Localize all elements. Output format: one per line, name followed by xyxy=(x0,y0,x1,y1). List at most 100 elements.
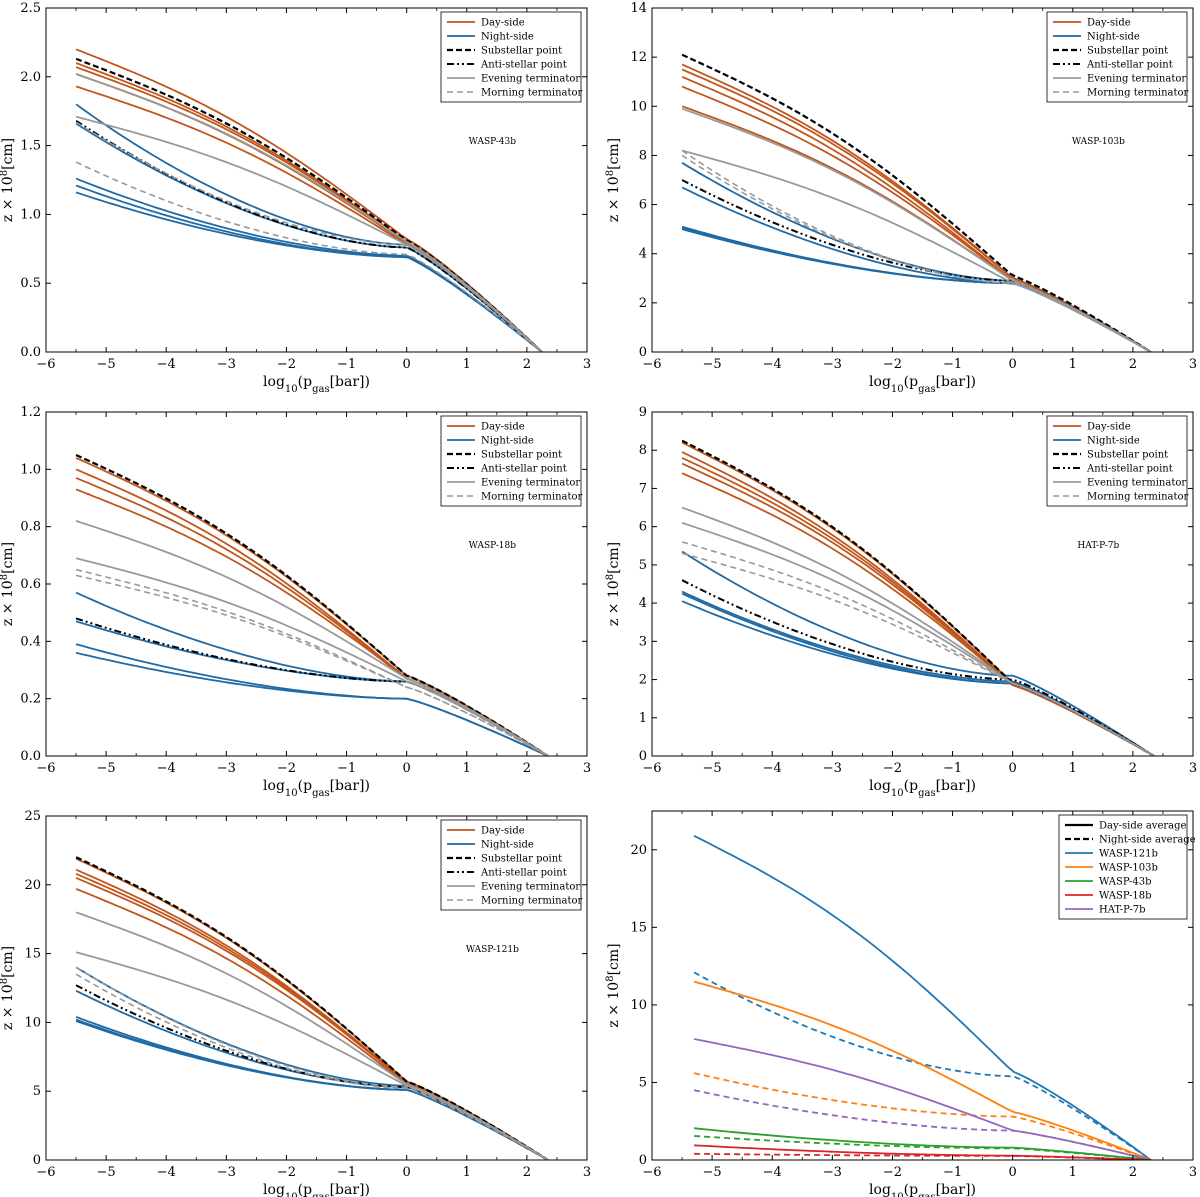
x-tick-label: 1 xyxy=(463,1165,471,1180)
legend-label-substellar-point: Substellar point xyxy=(481,46,562,57)
series-line-hat-p-7b-day-side-average xyxy=(693,1038,1152,1160)
subplot-averages: −6 −5 −4 −3 −2 −1 0 1 2 3 0 5 10 15 20 log10(pgas[bar])… xyxy=(605,810,1197,1197)
y-axis-label: z × 108[cm] xyxy=(605,138,623,222)
y-axis-label: z × 108[cm] xyxy=(0,542,16,626)
x-tick-label: 0 xyxy=(1009,761,1017,776)
series-line-morning-terminator xyxy=(75,966,549,1160)
x-tick-label: −3 xyxy=(823,761,842,776)
series-line-evening-terminator xyxy=(75,951,549,1160)
y-tick-label: 2 xyxy=(639,673,647,688)
legend-label-night-side: Night-side xyxy=(481,840,534,851)
x-tick-label: 0 xyxy=(1009,357,1017,372)
legend-label-day-side: Day-side xyxy=(1087,18,1131,29)
y-tick-label: 20 xyxy=(24,878,41,893)
series-line-wasp-121b-day-side-average xyxy=(693,834,1152,1160)
x-tick-label: 2 xyxy=(523,1165,531,1180)
x-tick-label: 1 xyxy=(1069,1165,1077,1180)
legend-label-morning-terminator: Morning terminator xyxy=(1087,492,1189,503)
series-line-day-side xyxy=(75,62,543,352)
series-line-night-side xyxy=(75,620,549,756)
x-tick-label: 0 xyxy=(1009,1165,1017,1180)
x-tick-label: −1 xyxy=(337,357,356,372)
series-line-night-side xyxy=(75,643,549,756)
x-tick-label: 1 xyxy=(463,357,471,372)
series-line-substellar-point xyxy=(75,57,543,352)
legend-label-night-side: Night-side xyxy=(481,436,534,447)
series-line-anti-stellar-point xyxy=(75,984,549,1160)
legend-box xyxy=(440,415,582,507)
legend: Day-side Night-side Substellar point Anti-s… xyxy=(440,415,583,507)
legend-box xyxy=(440,11,582,103)
series-line-substellar-point xyxy=(75,856,549,1160)
x-tick-label: −6 xyxy=(36,357,55,372)
y-tick-label: 5 xyxy=(33,1084,41,1099)
y-tick-label: 1 xyxy=(639,711,647,726)
x-axis-label: log10(pgas[bar]) xyxy=(263,778,370,799)
x-tick-label: −6 xyxy=(36,761,55,776)
legend-label-wasp-18b: WASP-18b xyxy=(1099,891,1152,902)
y-axis-label: z × 108[cm] xyxy=(605,542,623,626)
y-tick-label: 5 xyxy=(639,558,647,573)
x-tick-label: 0 xyxy=(403,357,411,372)
x-tick-label: −1 xyxy=(337,1165,356,1180)
series-line-anti-stellar-point xyxy=(681,179,1152,352)
series-group xyxy=(75,453,549,756)
series-group xyxy=(681,439,1155,756)
y-tick-label: 3 xyxy=(639,634,647,649)
x-tick-label: −4 xyxy=(763,1165,782,1180)
x-axis-label: log10(pgas[bar]) xyxy=(263,1182,370,1197)
series-line-anti-stellar-point xyxy=(75,119,543,352)
subplot-wasp-18b: −6 −5 −4 −3 −2 −1 0 1 2 3 0.0 0.2 0.4 0.6 0.8 1.0 1.2 log… xyxy=(0,405,591,799)
x-tick-label: 1 xyxy=(1069,761,1077,776)
y-tick-label: 0 xyxy=(639,345,647,360)
x-tick-label: 3 xyxy=(583,761,591,776)
legend-label-night-side: Night-side xyxy=(1087,32,1140,43)
y-tick-label: 0.0 xyxy=(20,345,41,360)
x-tick-label: −4 xyxy=(157,761,176,776)
series-line-morning-terminator xyxy=(681,154,1152,352)
subplot-wasp-103b: −6 −5 −4 −3 −2 −1 0 1 2 302468101214log10(pgas[ba… xyxy=(605,1,1198,395)
y-tick-label: 0.8 xyxy=(20,520,41,535)
series-line-wasp-18b-night-side-average xyxy=(694,1152,1151,1160)
legend: Day-side Night-side Substellar point Anti-s… xyxy=(1046,11,1189,103)
x-tick-label: 2 xyxy=(523,761,531,776)
series-line-night-side xyxy=(75,651,549,756)
series-line-evening-terminator xyxy=(75,557,549,756)
series-group xyxy=(681,53,1152,352)
series-line-anti-stellar-point xyxy=(681,579,1155,756)
y-tick-label: 0 xyxy=(33,1153,41,1168)
series-group xyxy=(693,834,1152,1160)
y-tick-label: 7 xyxy=(639,481,647,496)
legend-label-evening-terminator: Evening terminator xyxy=(481,882,580,893)
legend-label-anti-stellar-point: Anti-stellar point xyxy=(480,464,567,475)
x-tick-label: 3 xyxy=(583,357,591,372)
x-tick-label: −5 xyxy=(703,357,722,372)
series-line-morning-terminator xyxy=(75,574,549,756)
y-tick-label: 0 xyxy=(639,1153,647,1168)
x-axis-label: log10(pgas[bar]) xyxy=(263,374,370,395)
x-tick-label: −3 xyxy=(217,357,236,372)
y-tick-label: 5 xyxy=(639,1075,647,1090)
legend-label-evening-terminator: Evening terminator xyxy=(1087,74,1186,85)
series-line-night-side xyxy=(681,592,1155,756)
x-tick-label: 1 xyxy=(1069,357,1077,372)
y-tick-label: 0.5 xyxy=(20,276,41,291)
x-tick-label: 2 xyxy=(1129,1165,1137,1180)
x-tick-label: −6 xyxy=(36,1165,55,1180)
series-line-morning-terminator xyxy=(681,541,1155,756)
legend-label-wasp-103b: WASP-103b xyxy=(1099,863,1158,874)
x-tick-label: 3 xyxy=(583,1165,591,1180)
legend-label-wasp-43b: WASP-43b xyxy=(1099,877,1152,888)
plot-title: WASP-43b xyxy=(469,137,517,147)
y-tick-label: 0.0 xyxy=(20,749,41,764)
y-tick-label: 1.0 xyxy=(20,207,41,222)
series-line-evening-terminator xyxy=(681,149,1152,352)
series-line-night-side xyxy=(75,122,543,352)
y-tick-label: 10 xyxy=(630,99,647,114)
x-tick-label: 1 xyxy=(463,761,471,776)
legend-label-day-side-average: Day-side average xyxy=(1099,821,1187,832)
series-line-night-side xyxy=(75,966,549,1160)
legend-label-anti-stellar-point: Anti-stellar point xyxy=(480,60,567,71)
series-line-morning-terminator xyxy=(75,121,543,352)
